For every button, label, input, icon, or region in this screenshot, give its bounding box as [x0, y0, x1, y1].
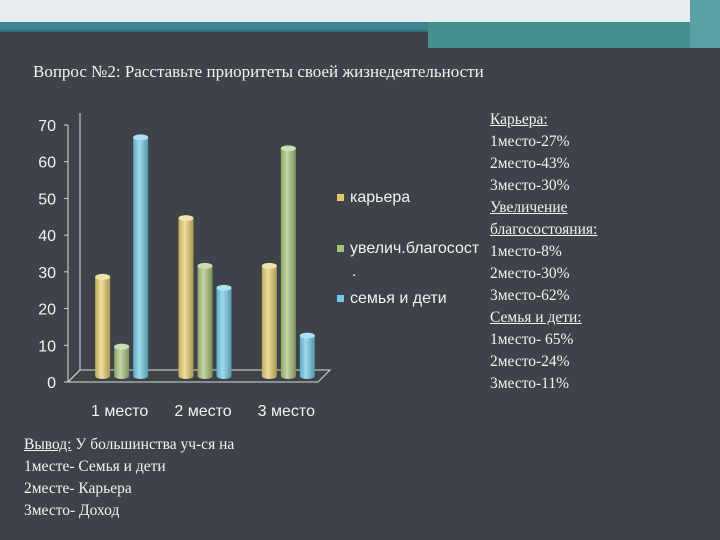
chart-axes: [66, 113, 332, 383]
bar-top: [133, 134, 149, 141]
y-tick-label: 60: [38, 155, 56, 172]
y-tick-label: 20: [38, 302, 56, 319]
note-line: 1место-8%: [490, 243, 562, 260]
bar-top: [95, 273, 111, 280]
teal-accent-block: [428, 22, 720, 48]
y-tick-label: 10: [38, 338, 56, 355]
conclusion-first-line: Вывод: У большинства уч-ся на: [24, 434, 234, 456]
bar-top: [114, 343, 130, 350]
bar-2-3: [280, 145, 296, 379]
legend-swatch: [337, 245, 344, 252]
slide-title: Вопрос №2: Расставьте приоритеты своей ж…: [33, 62, 484, 81]
legend-label: увелич.благосост: [350, 240, 480, 257]
bar-2-1: [114, 343, 130, 379]
conclusion-line-2: 2месте- Карьера: [24, 480, 132, 497]
x-category-label: 2 место: [174, 403, 231, 420]
note-line: 3место-11%: [490, 375, 570, 392]
note-line: Увеличение: [490, 199, 568, 216]
y-tick-label: 50: [38, 191, 56, 208]
y-tick-label: 30: [38, 265, 56, 282]
legend-swatch: [337, 295, 344, 302]
bar-top: [216, 284, 232, 291]
legend-swatch: [337, 194, 344, 201]
bar-2-2: [197, 262, 213, 379]
note-line: 2место-43%: [490, 155, 570, 172]
results-notes: Карьера: 1место-27% 2место-43% 3место-30% Ув…: [490, 109, 690, 395]
bar-body: [178, 218, 194, 379]
bar-1-2: [178, 215, 194, 379]
note-line: 3место-62%: [490, 287, 570, 304]
x-category-label: 3 место: [258, 403, 315, 420]
chart-floor: [66, 369, 332, 383]
conclusion-label: Вывод:: [24, 436, 72, 453]
note-line: 3место-30%: [490, 177, 570, 194]
y-tick-label: 40: [38, 228, 56, 245]
dark-teal-line: [0, 30, 428, 32]
legend-stray-mark: .: [352, 263, 356, 280]
note-line: Семья и дети:: [490, 309, 582, 326]
bar-3-2: [216, 284, 232, 379]
chart-bars: [95, 134, 315, 379]
note-line: 2место-30%: [490, 265, 570, 282]
bar-1-3: [261, 262, 277, 379]
bar-top: [178, 215, 194, 222]
bar-3-3: [299, 332, 315, 379]
chart-legend: карьера увелич.благосост семья и дети.: [337, 189, 480, 307]
bar-body: [261, 265, 277, 379]
bar-body: [95, 276, 111, 379]
bar-body: [280, 148, 296, 379]
conclusion-block: Вывод: У большинства уч-ся на 1месте- Се…: [24, 434, 234, 522]
conclusion-line-3: 3место- Доход: [24, 502, 120, 519]
y-tick-label: 70: [38, 118, 56, 135]
bar-top: [299, 332, 315, 339]
bar-body: [114, 346, 130, 379]
bar-top: [280, 145, 296, 152]
bar-1-1: [95, 273, 111, 379]
bar-body: [299, 335, 315, 379]
chart-y-ticks: 0 10 20 30 40 50 60 70: [38, 118, 68, 392]
note-line: благосостояния:: [490, 221, 598, 238]
bar-top: [197, 262, 213, 269]
y-tick-label: 0: [47, 375, 56, 392]
bar-body: [216, 287, 232, 379]
bar-3-1: [133, 134, 149, 379]
bar-body: [197, 265, 213, 379]
note-line: 1место-27%: [490, 133, 570, 150]
bar-top: [261, 262, 277, 269]
note-line: 1место- 65%: [490, 331, 574, 348]
x-category-label: 1 место: [91, 403, 148, 420]
note-line: 2место-24%: [490, 353, 570, 370]
conclusion-line-1: 1месте- Семья и дети: [24, 458, 166, 475]
conclusion-text: У большинства уч-ся на: [71, 436, 235, 453]
chart-x-labels: 1 место 2 место 3 место: [91, 403, 315, 420]
teal-stripe: [0, 22, 720, 30]
teal-accent-corner: [690, 0, 720, 48]
y-axis-wall: [67, 113, 81, 383]
bar-body: [133, 137, 149, 379]
top-decor-band: [0, 0, 720, 48]
legend-label: карьера: [350, 189, 410, 206]
legend-label: семья и дети: [350, 290, 447, 307]
note-line: Карьера:: [490, 111, 548, 128]
